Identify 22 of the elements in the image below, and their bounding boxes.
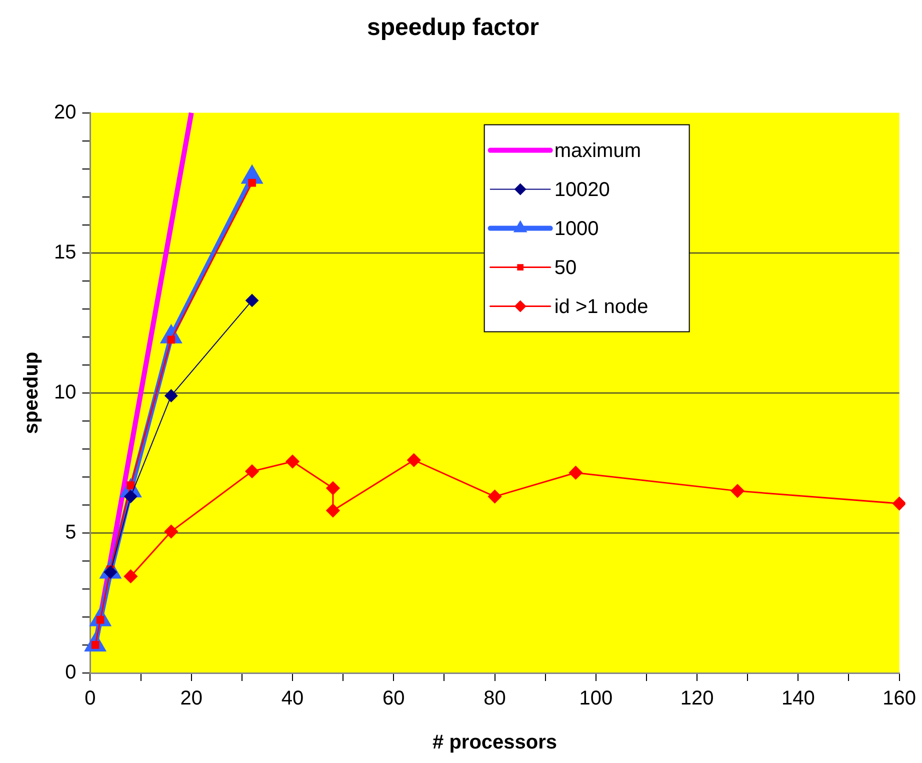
x-tick-label: 120 <box>680 688 714 710</box>
legend-label: id >1 node <box>554 296 648 318</box>
x-axis-title: # processors <box>432 732 558 754</box>
legend-label: 10020 <box>554 178 610 201</box>
x-tick-label: 20 <box>180 688 203 710</box>
x-tick-label: 60 <box>382 688 405 710</box>
y-tick-label: 20 <box>54 101 76 124</box>
y-axis-title: speedup <box>20 352 43 434</box>
y-tick-label: 0 <box>65 662 76 684</box>
x-tick-label: 160 <box>882 688 916 710</box>
x-tick-label: 140 <box>781 688 815 710</box>
x-tick-label: 0 <box>84 688 96 710</box>
x-tick-label: 40 <box>281 688 304 710</box>
x-tick-label: 80 <box>484 688 506 710</box>
y-tick-label: 5 <box>65 521 76 544</box>
legend-label: maximum <box>554 140 641 162</box>
legend-label: 50 <box>554 256 577 279</box>
x-tick-label: 100 <box>579 688 613 710</box>
y-tick-label: 10 <box>54 381 76 404</box>
legend-label: 1000 <box>554 218 599 240</box>
chart-title: speedup factor <box>366 14 540 42</box>
y-tick-label: 15 <box>54 241 76 264</box>
